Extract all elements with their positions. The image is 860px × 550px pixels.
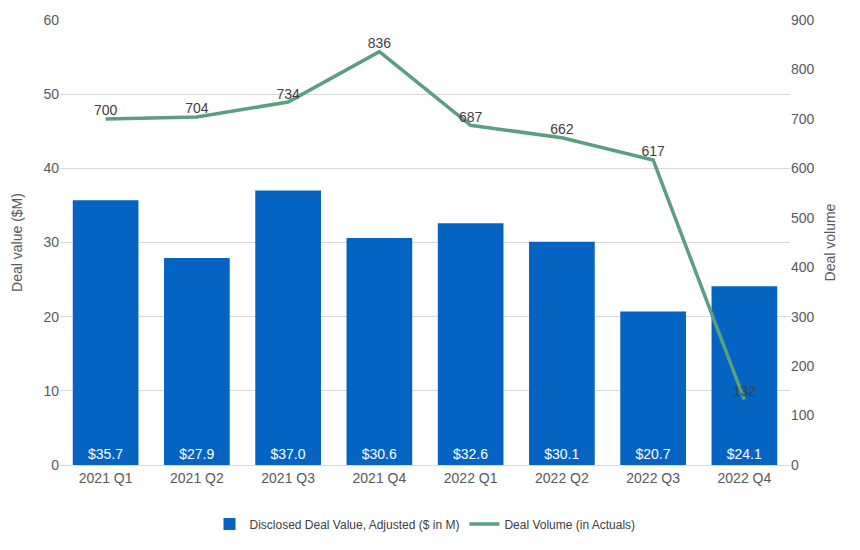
svg-text:617: 617 <box>641 143 665 159</box>
svg-text:0: 0 <box>51 457 59 473</box>
svg-text:900: 900 <box>791 12 815 28</box>
svg-text:$32.6: $32.6 <box>453 446 488 462</box>
svg-text:$35.7: $35.7 <box>88 446 123 462</box>
svg-text:$24.1: $24.1 <box>727 446 762 462</box>
svg-text:10: 10 <box>43 383 59 399</box>
svg-text:100: 100 <box>791 407 815 423</box>
svg-text:Deal volume: Deal volume <box>822 203 838 281</box>
svg-text:50: 50 <box>43 86 59 102</box>
svg-text:60: 60 <box>43 12 59 28</box>
svg-text:687: 687 <box>459 109 483 125</box>
svg-text:132: 132 <box>733 383 757 399</box>
svg-text:30: 30 <box>43 234 59 250</box>
svg-text:700: 700 <box>791 111 815 127</box>
svg-text:Disclosed Deal Value, Adjusted: Disclosed Deal Value, Adjusted ($ in M) <box>250 518 460 532</box>
svg-text:$30.6: $30.6 <box>362 446 397 462</box>
svg-text:2021 Q1: 2021 Q1 <box>79 470 133 486</box>
svg-text:662: 662 <box>550 121 574 137</box>
svg-text:734: 734 <box>276 86 300 102</box>
svg-text:2022 Q2: 2022 Q2 <box>535 470 589 486</box>
svg-text:700: 700 <box>94 102 118 118</box>
svg-text:0: 0 <box>791 457 799 473</box>
svg-text:600: 600 <box>791 160 815 176</box>
svg-text:Deal Volume (in Actuals): Deal Volume (in Actuals) <box>504 518 635 532</box>
svg-text:836: 836 <box>368 35 392 51</box>
svg-text:2022 Q1: 2022 Q1 <box>444 470 498 486</box>
svg-text:$37.0: $37.0 <box>271 446 306 462</box>
svg-text:800: 800 <box>791 61 815 77</box>
svg-text:$20.7: $20.7 <box>636 446 671 462</box>
svg-text:2021 Q3: 2021 Q3 <box>261 470 315 486</box>
svg-text:2022 Q3: 2022 Q3 <box>626 470 680 486</box>
svg-text:2021 Q2: 2021 Q2 <box>170 470 224 486</box>
svg-text:$30.1: $30.1 <box>544 446 579 462</box>
svg-text:Deal value ($M): Deal value ($M) <box>9 193 25 292</box>
svg-text:400: 400 <box>791 259 815 275</box>
svg-text:2022 Q4: 2022 Q4 <box>718 470 772 486</box>
svg-text:500: 500 <box>791 210 815 226</box>
svg-text:20: 20 <box>43 309 59 325</box>
svg-text:200: 200 <box>791 358 815 374</box>
svg-text:$27.9: $27.9 <box>179 446 214 462</box>
svg-text:704: 704 <box>185 100 209 116</box>
svg-text:2021 Q4: 2021 Q4 <box>353 470 407 486</box>
svg-text:40: 40 <box>43 160 59 176</box>
svg-text:300: 300 <box>791 309 815 325</box>
